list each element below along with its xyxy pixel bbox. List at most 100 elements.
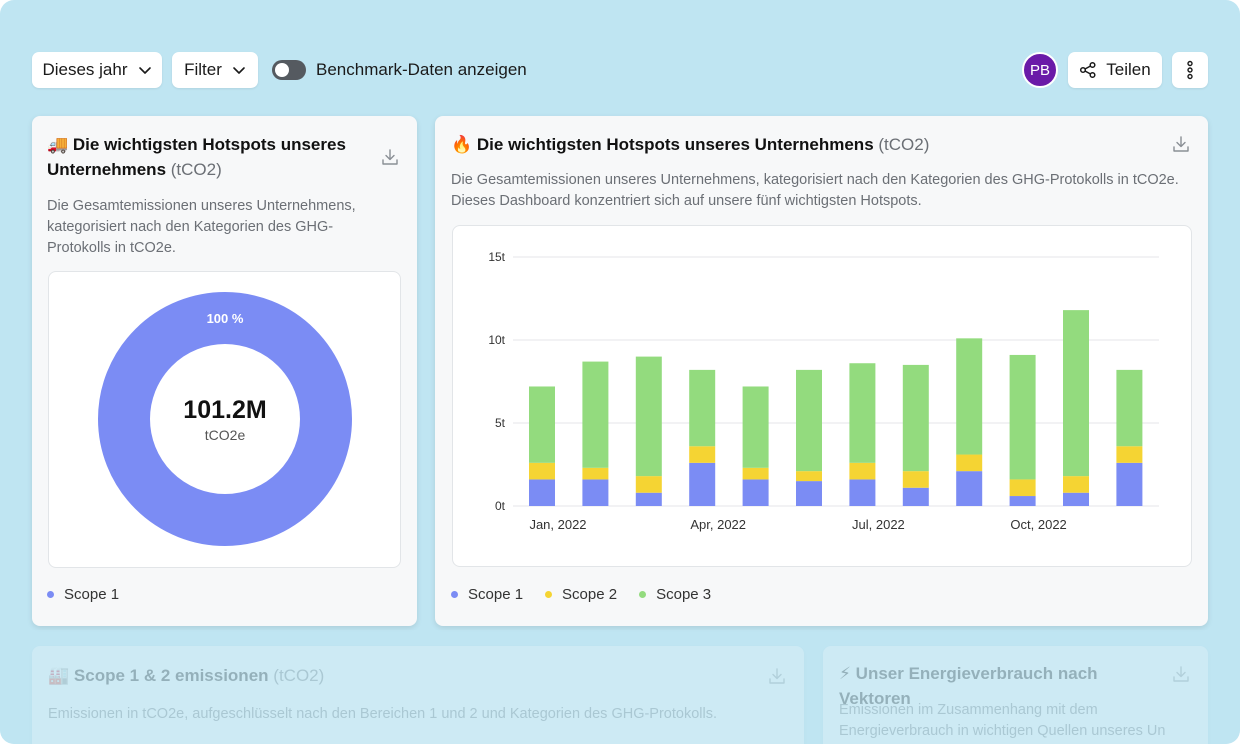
bar-segment-scope3[interactable]	[796, 369, 822, 472]
more-vertical-icon	[1187, 60, 1193, 80]
bar-segment-scope3[interactable]	[1063, 310, 1089, 477]
period-dropdown-label: Dieses jahr	[42, 60, 128, 79]
card-description: Emissionen in tCO2e, aufgeschlüsselt nac…	[48, 706, 717, 722]
bar-segment-scope1[interactable]	[582, 479, 609, 506]
bar-segment-scope2[interactable]	[582, 467, 609, 480]
legend-item-scope3[interactable]: Scope 3	[639, 586, 711, 603]
more-options-button[interactable]	[1172, 52, 1208, 88]
bar-segment-scope1[interactable]	[529, 479, 555, 506]
benchmark-toggle-group: Benchmark-Daten anzeigen	[272, 52, 527, 88]
bar-segment-scope1[interactable]	[796, 481, 822, 506]
bar-segment-scope2[interactable]	[742, 467, 769, 480]
bar-segment-scope1[interactable]	[742, 479, 769, 506]
bar-segment-scope1[interactable]	[1063, 492, 1089, 506]
share-button[interactable]: Teilen	[1068, 52, 1162, 88]
toggle-knob	[275, 63, 289, 77]
bar-segment-scope2[interactable]	[635, 476, 662, 493]
y-tick-label: 0t	[495, 499, 506, 513]
legend-dot	[639, 591, 647, 598]
card-description: Die Gesamtemissionen unseres Unternehmen…	[47, 198, 356, 256]
bar-segment-scope3[interactable]	[635, 356, 662, 477]
legend-label: Scope 2	[562, 586, 618, 603]
x-tick-label: Apr, 2022	[690, 517, 746, 532]
bar-segment-scope2[interactable]	[956, 454, 983, 472]
filter-dropdown-label: Filter	[184, 60, 222, 79]
legend-item-scope1[interactable]: Scope 1	[47, 586, 119, 603]
benchmark-toggle[interactable]	[272, 60, 306, 80]
donut-total-unit: tCO2e	[205, 427, 246, 443]
card-title: 🔥 Die wichtigsten Hotspots unseres Unter…	[451, 132, 1151, 157]
bar-segment-scope3[interactable]	[742, 386, 769, 468]
bar-segment-scope1[interactable]	[1009, 496, 1036, 506]
donut-percent-label: 100 %	[207, 311, 244, 326]
donut-chart-container: 100 % 101.2M tCO2e	[48, 271, 401, 568]
bar-segment-scope3[interactable]	[689, 369, 716, 447]
download-icon[interactable]	[1172, 135, 1190, 153]
y-tick-label: 5t	[495, 416, 506, 430]
chevron-down-icon	[138, 67, 151, 74]
bar-segment-scope2[interactable]	[1063, 476, 1089, 493]
card-title-unit: (tCO2)	[878, 135, 930, 154]
energy-vectors-card: ⚡ Unser Energieverbrauch nach Vektoren E…	[823, 646, 1208, 744]
card-title: 🏭 Scope 1 & 2 emissionen (tCO2)	[48, 663, 748, 688]
avatar[interactable]: PB	[1022, 52, 1058, 88]
donut-chart: 100 % 101.2M tCO2e	[98, 292, 352, 546]
legend-item-scope1[interactable]: Scope 1	[451, 586, 523, 603]
bar-segment-scope3[interactable]	[529, 386, 555, 463]
bar-segment-scope1[interactable]	[849, 479, 876, 506]
bar-segment-scope1[interactable]	[902, 487, 929, 506]
download-icon[interactable]	[381, 148, 399, 166]
bar-segment-scope1[interactable]	[689, 462, 716, 506]
truck-emoji-icon: 🚚	[47, 135, 69, 154]
donut-ring-scope1	[98, 292, 352, 546]
card-title-unit: (tCO2)	[170, 160, 222, 179]
bar-segment-scope1[interactable]	[1116, 462, 1143, 506]
legend-label: Scope 1	[468, 586, 524, 603]
bar-segment-scope3[interactable]	[956, 338, 983, 455]
fire-emoji-icon: 🔥	[451, 135, 473, 154]
share-icon	[1080, 61, 1096, 79]
share-button-label: Teilen	[1106, 60, 1151, 79]
bar-segment-scope3[interactable]	[582, 361, 609, 468]
chevron-down-icon	[233, 67, 245, 74]
bar-legend: Scope 1 Scope 2 Scope 3	[451, 586, 733, 603]
card-title-text: Die wichtigsten Hotspots unseres Unterne…	[47, 135, 346, 179]
legend-label: Scope 3	[656, 586, 712, 603]
benchmark-toggle-label: Benchmark-Daten anzeigen	[316, 60, 527, 79]
bar-segment-scope1[interactable]	[956, 471, 983, 506]
donut-legend: Scope 1	[47, 586, 141, 603]
bar-segment-scope2[interactable]	[902, 471, 929, 488]
legend-dot	[451, 591, 458, 598]
card-title-text: Die wichtigsten Hotspots unseres Unterne…	[476, 135, 874, 154]
filter-dropdown[interactable]: Filter	[172, 52, 258, 88]
lightning-emoji-icon: ⚡	[839, 664, 851, 683]
hotspots-bar-card: 🔥 Die wichtigsten Hotspots unseres Unter…	[435, 116, 1208, 626]
toolbar: Dieses jahr Filter Benchmark-Daten anzei…	[32, 52, 1208, 88]
legend-item-scope2[interactable]: Scope 2	[545, 586, 617, 603]
card-title: 🚚 Die wichtigsten Hotspots unseres Unter…	[47, 132, 367, 182]
legend-label: Scope 1	[64, 586, 120, 603]
x-tick-label: Jan, 2022	[529, 517, 586, 532]
bar-segment-scope2[interactable]	[849, 462, 876, 480]
bar-segment-scope3[interactable]	[1009, 354, 1036, 480]
card-title-text: Scope 1 & 2 emissionen	[73, 666, 269, 685]
bar-segment-scope2[interactable]	[796, 471, 822, 482]
donut-total-value: 101.2M	[183, 396, 266, 424]
period-dropdown[interactable]: Dieses jahr	[32, 52, 162, 88]
bar-segment-scope3[interactable]	[849, 363, 876, 463]
download-icon[interactable]	[768, 667, 786, 685]
hotspots-donut-card: 🚚 Die wichtigsten Hotspots unseres Unter…	[32, 116, 417, 626]
bar-segment-scope3[interactable]	[902, 364, 929, 472]
bar-segment-scope3[interactable]	[1116, 369, 1143, 447]
download-icon[interactable]	[1172, 665, 1190, 683]
bar-segment-scope2[interactable]	[529, 462, 555, 480]
bar-segment-scope2[interactable]	[1116, 446, 1143, 463]
bar-segment-scope2[interactable]	[1009, 479, 1036, 497]
bar-segment-scope1[interactable]	[635, 492, 662, 506]
bar-segment-scope2[interactable]	[689, 446, 716, 463]
stacked-bar-chart: 0t 5t 10t 15t Jan, 2022 Apr, 2022 Jul, 2022 Oc…	[488, 250, 1159, 532]
legend-dot	[47, 591, 54, 598]
x-tick-label: Jul, 2022	[852, 517, 905, 532]
scope-emissions-card: 🏭 Scope 1 & 2 emissionen (tCO2) Emission…	[32, 646, 804, 744]
